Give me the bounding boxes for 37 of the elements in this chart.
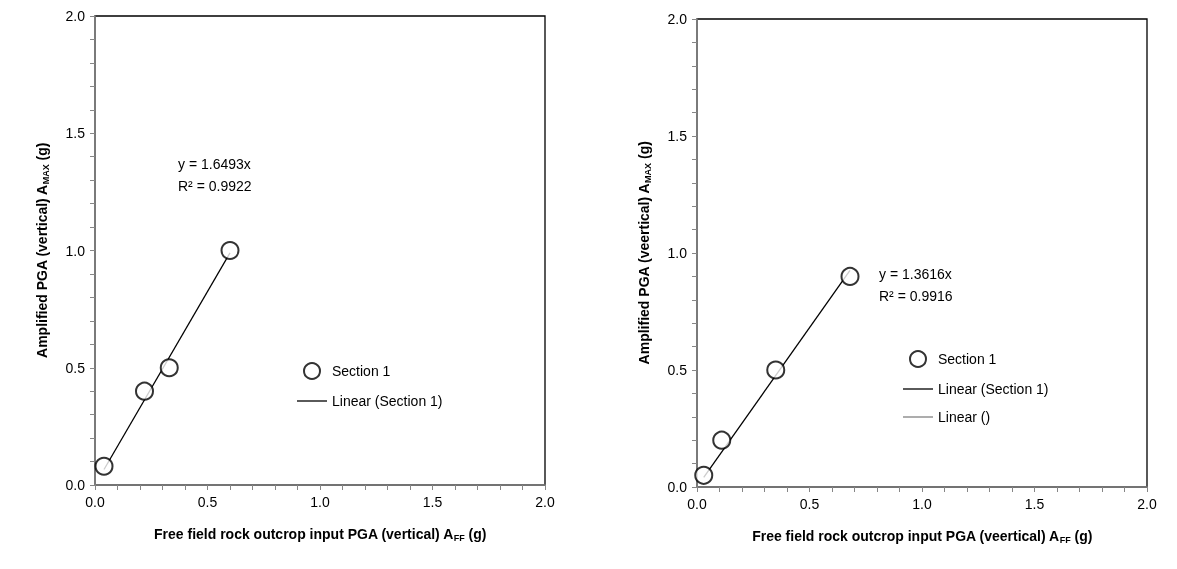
y-tick-label: 0.0	[667, 479, 688, 495]
x-tick-label: 1.5	[1024, 496, 1045, 512]
legend-label: Linear (Section 1)	[332, 393, 443, 409]
x-tick-label: 0.5	[799, 496, 820, 512]
y-axis-title: Amplified PGA (veertical) AMAX (g)	[635, 141, 653, 365]
point	[159, 358, 179, 378]
legend-label: Section 1	[938, 351, 997, 367]
x-tick-label: 2.0	[535, 494, 555, 510]
legend-label: Linear ()	[938, 409, 991, 425]
annotation: y = 1.3616x R² = 0.9916	[879, 266, 953, 304]
x-tick-label: 1.0	[912, 496, 932, 512]
point	[220, 241, 240, 260]
y-tick-label: 1.0	[65, 242, 86, 259]
y-axis-title: Amplified PGA (vertical) AMAX (g)	[33, 142, 51, 358]
y-tick-label: 0.0	[65, 477, 86, 493]
x-tick-label: 1.5	[422, 494, 443, 510]
y-tick-label: 0.5	[65, 359, 86, 376]
point	[712, 430, 732, 450]
y-tick-label: 1.0	[667, 245, 688, 261]
point	[766, 360, 786, 380]
y-tick-label: 0.5	[667, 362, 688, 378]
legend-label: Section 1	[332, 363, 391, 379]
x-tick-label: 0.0	[687, 496, 707, 512]
point	[135, 381, 154, 401]
legend-label: Linear (Section 1)	[938, 381, 1049, 397]
annotation: y = 1.6493x R² = 0.9922	[178, 156, 252, 194]
y-tick-label: 2.0	[65, 8, 86, 24]
point	[694, 465, 714, 485]
point	[94, 456, 114, 476]
x-tick-label: 1.0	[310, 494, 330, 510]
x-tick-label: 0.5	[197, 494, 218, 510]
y-tick-label: 1.5	[667, 128, 688, 144]
x-tick-label: 2.0	[1137, 496, 1157, 512]
point	[840, 266, 860, 286]
x-tick-label: 0.0	[85, 494, 105, 510]
y-tick-label: 2.0	[667, 11, 688, 27]
y-tick-label: 1.5	[65, 125, 86, 142]
